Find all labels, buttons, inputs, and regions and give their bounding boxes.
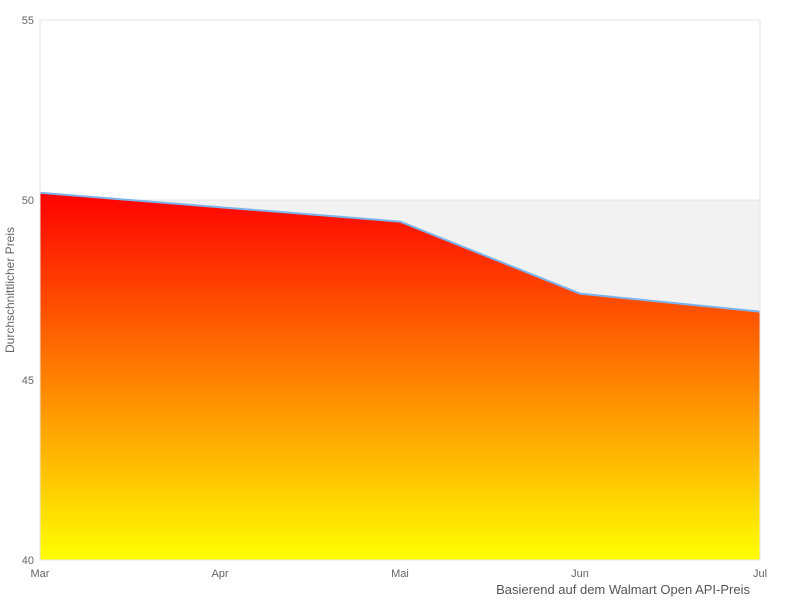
- x-axis-tick-labels: Mar Apr Mai Jun Jul: [31, 568, 768, 580]
- x-tick-label: Jun: [571, 568, 589, 580]
- x-tick-label: Apr: [211, 568, 228, 580]
- chart-caption: Basierend auf dem Walmart Open API-Preis: [496, 582, 750, 597]
- y-tick-label: 55: [22, 15, 34, 27]
- y-tick-label: 40: [22, 555, 34, 567]
- x-tick-label: Mai: [391, 568, 409, 580]
- series-line: [39, 191, 761, 313]
- y-axis-tick-labels: 55 50 45 40: [22, 15, 34, 567]
- plot-border: [39, 20, 761, 561]
- x-tick-label: Jul: [753, 568, 767, 580]
- x-tick-label: Mar: [31, 568, 50, 580]
- y-axis-title: Durchschnittlicher Preis: [3, 227, 17, 353]
- area-series: [40, 192, 760, 561]
- y-tick-label: 45: [22, 375, 34, 387]
- y-tick-label: 50: [22, 195, 34, 207]
